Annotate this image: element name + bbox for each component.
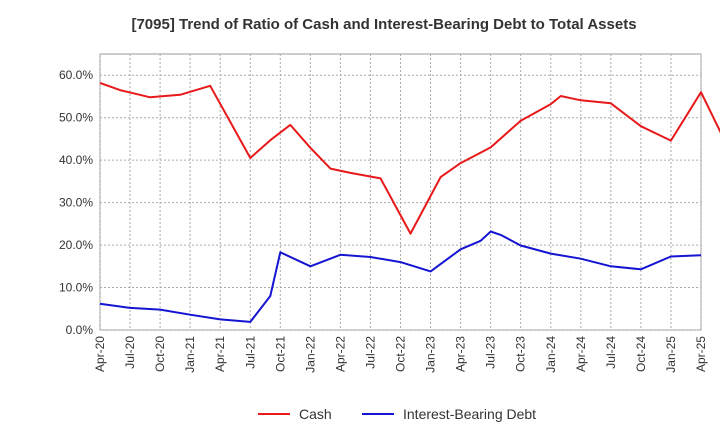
x-tick-label: Jul-20 [123, 336, 137, 369]
grid [99, 54, 702, 331]
chart-title: [7095] Trend of Ratio of Cash and Intere… [131, 16, 636, 33]
x-tick-label: Jan-21 [183, 336, 197, 373]
x-tick-label: Jul-24 [604, 336, 618, 369]
x-tick-label: Jul-21 [243, 336, 257, 369]
legend-label-interest-bearing-debt: Interest-Bearing Debt [403, 406, 536, 422]
y-tick-label: 10.0% [59, 281, 93, 295]
series-line-cash [99, 81, 720, 235]
x-tick-label: Apr-20 [93, 336, 107, 372]
legend-label-cash: Cash [299, 406, 332, 422]
x-tick-label: Jul-23 [484, 336, 498, 369]
x-tick-label: Oct-24 [634, 336, 648, 372]
x-tick-label: Oct-22 [394, 336, 408, 372]
x-tick-label: Apr-23 [454, 336, 468, 372]
x-tick-label: Jan-24 [544, 336, 558, 373]
y-tick-label: 40.0% [59, 153, 93, 167]
x-tick-label: Jan-25 [664, 336, 678, 373]
y-tick-label: 60.0% [59, 68, 93, 82]
x-tick-label: Apr-24 [574, 336, 588, 372]
legend: Cash Interest-Bearing Debt [258, 406, 536, 422]
x-tick-label: Jul-22 [363, 336, 377, 369]
x-tick-label: Jan-23 [424, 336, 438, 373]
x-tick-label: Apr-22 [333, 336, 347, 372]
y-axis-ticks: 0.0% 10.0% 20.0% 30.0% 40.0% 50.0% 60.0% [59, 68, 93, 337]
y-tick-label: 50.0% [59, 111, 93, 125]
x-tick-label: Jan-22 [303, 336, 317, 373]
series-line-interest-bearing-debt [99, 230, 702, 323]
x-tick-label: Apr-25 [694, 336, 708, 372]
y-tick-label: 30.0% [59, 196, 93, 210]
x-tick-label: Apr-21 [213, 336, 227, 372]
x-tick-label: Oct-21 [273, 336, 287, 372]
x-tick-label: Oct-23 [514, 336, 528, 372]
y-tick-label: 20.0% [59, 238, 93, 252]
x-tick-label: Oct-20 [153, 336, 167, 372]
y-tick-label: 0.0% [66, 323, 94, 337]
series-lines [99, 81, 720, 323]
x-axis-ticks: Apr-20 Jul-20 Oct-20 Jan-21 Apr-21 Jul-21 Oct-… [93, 336, 708, 373]
